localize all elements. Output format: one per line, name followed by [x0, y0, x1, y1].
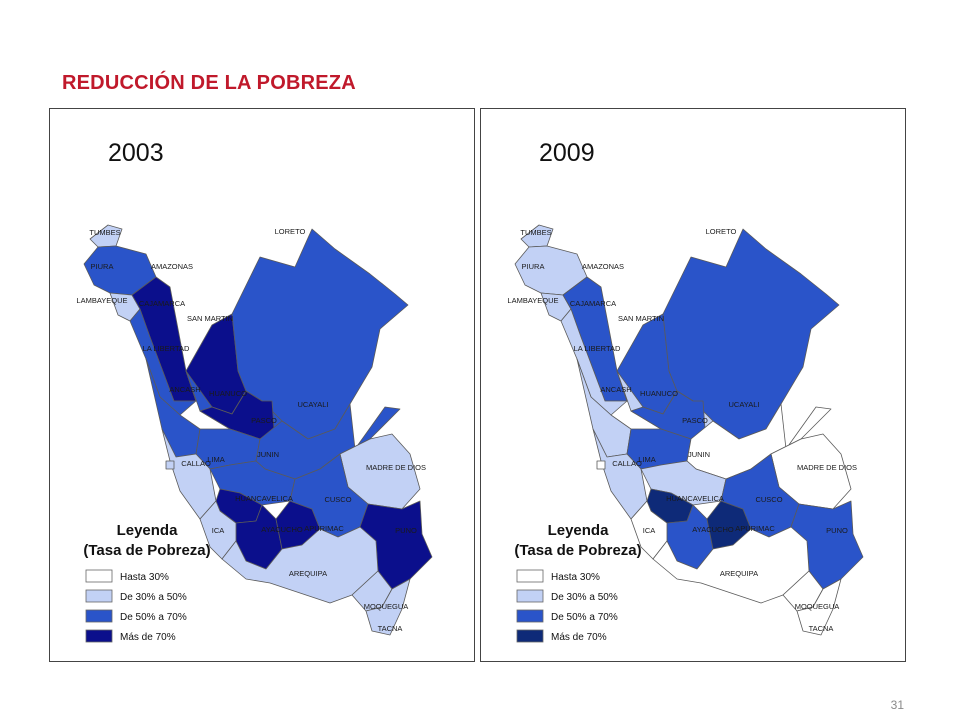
region-label-ica: ICA — [643, 526, 656, 535]
region-label-lambayeque: LAMBAYEQUE — [76, 296, 127, 305]
region-label-madre-de-dios: MADRE DE DIOS — [366, 463, 426, 472]
region-tumbes — [89, 224, 123, 248]
region-label-loreto: LORETO — [706, 227, 737, 236]
region-label-la-libertad: LA LIBERTAD — [574, 344, 621, 353]
legend: Leyenda (Tasa de Pobreza) Hasta 30% De 30% … — [83, 522, 210, 643]
region-label-madre-de-dios: MADRE DE DIOS — [797, 463, 857, 472]
region-ica — [199, 500, 237, 560]
region-label-puno: PUNO — [826, 526, 848, 535]
region-label-ucayali: UCAYALI — [298, 400, 329, 409]
region-label-tumbes: TUMBES — [520, 228, 551, 237]
region-label-arequipa: AREQUIPA — [720, 569, 758, 578]
region-label-huancavelica: HUANCAVELICA — [666, 494, 724, 503]
region-label-pasco: PASCO — [251, 416, 277, 425]
region-tacna — [365, 578, 411, 636]
legend-label-c4: Más de 70% — [551, 632, 607, 643]
region-label-cusco: CUSCO — [324, 495, 351, 504]
region-label-lima: LIMA — [638, 455, 656, 464]
region-ica — [630, 500, 668, 560]
legend-subtitle: (Tasa de Pobreza) — [83, 542, 210, 559]
region-label-lima: LIMA — [207, 455, 225, 464]
region-label-apurimac: APURIMAC — [735, 524, 775, 533]
legend-label-c2: De 30% a 50% — [551, 592, 618, 603]
legend-swatch-c3 — [85, 609, 113, 623]
legend-swatch-c1 — [516, 569, 544, 583]
legend-label-c3: De 50% a 70% — [551, 612, 618, 623]
peru-poverty-map-2003: 2003 TUMBES PIURA LAMBAYEQUE CAJAMARCA AMAZON… — [76, 139, 433, 643]
legend-swatch-c4 — [516, 629, 544, 643]
region-label-amazonas: AMAZONAS — [582, 262, 624, 271]
legend-subtitle: (Tasa de Pobreza) — [514, 542, 641, 559]
region-group — [83, 224, 433, 636]
map-panel-2009: 2009 TUMBES PIURA LAMBAYEQUE CAJAMARCA AMAZON… — [480, 108, 906, 662]
region-label-pasco: PASCO — [682, 416, 708, 425]
region-label-cajamarca: CAJAMARCA — [139, 299, 185, 308]
region-callao — [596, 460, 606, 470]
region-label-loreto: LORETO — [275, 227, 306, 236]
legend-title: Leyenda — [117, 522, 179, 539]
page-number: 31 — [890, 698, 904, 712]
legend-swatch-c2 — [516, 589, 544, 603]
region-label-arequipa: AREQUIPA — [289, 569, 327, 578]
region-label-tumbes: TUMBES — [89, 228, 120, 237]
region-label-callao: CALLAO — [612, 459, 642, 468]
region-label-ayacucho: AYACUCHO — [692, 525, 734, 534]
legend: Leyenda (Tasa de Pobreza) Hasta 30% De 30% … — [514, 522, 641, 643]
region-tumbes — [520, 224, 554, 248]
legend-label-c2: De 30% a 50% — [120, 592, 187, 603]
region-label-amazonas: AMAZONAS — [151, 262, 193, 271]
region-label-ayacucho: AYACUCHO — [261, 525, 303, 534]
region-group — [514, 224, 864, 636]
region-label-huanuco: HUANUCO — [209, 389, 247, 398]
legend-label-c1: Hasta 30% — [551, 572, 600, 583]
map-year-label: 2003 — [108, 139, 164, 167]
region-label-callao: CALLAO — [181, 459, 211, 468]
region-label-ucayali: UCAYALI — [729, 400, 760, 409]
legend-label-c1: Hasta 30% — [120, 572, 169, 583]
legend-swatch-c3 — [516, 609, 544, 623]
map-panel-2003: 2003 TUMBES PIURA LAMBAYEQUE CAJAMARCA AMAZON… — [49, 108, 475, 662]
region-label-tacna: TACNA — [809, 624, 834, 633]
region-label-san-martin: SAN MARTIN — [618, 314, 664, 323]
region-label-piura: PIURA — [522, 262, 545, 271]
region-label-la-libertad: LA LIBERTAD — [143, 344, 190, 353]
region-arequipa — [221, 526, 379, 604]
region-label-moquegua: MOQUEGUA — [795, 602, 840, 611]
legend-label-c4: Más de 70% — [120, 632, 176, 643]
region-label-huancavelica: HUANCAVELICA — [235, 494, 293, 503]
region-label-junin: JUNIN — [688, 450, 710, 459]
region-arequipa — [652, 526, 810, 604]
legend-title: Leyenda — [548, 522, 610, 539]
region-label-cajamarca: CAJAMARCA — [570, 299, 616, 308]
legend-swatch-c2 — [85, 589, 113, 603]
region-label-san-martin: SAN MARTIN — [187, 314, 233, 323]
legend-swatch-c1 — [85, 569, 113, 583]
slide-title: REDUCCIÓN DE LA POBREZA — [62, 72, 356, 94]
region-label-huanuco: HUANUCO — [640, 389, 678, 398]
legend-swatch-c4 — [85, 629, 113, 643]
region-label-puno: PUNO — [395, 526, 417, 535]
region-label-lambayeque: LAMBAYEQUE — [507, 296, 558, 305]
legend-label-c3: De 50% a 70% — [120, 612, 187, 623]
region-label-ancash: ANCASH — [600, 385, 631, 394]
region-label-piura: PIURA — [91, 262, 114, 271]
region-label-apurimac: APURIMAC — [304, 524, 344, 533]
map-year-label: 2009 — [539, 139, 595, 167]
region-label-tacna: TACNA — [378, 624, 403, 633]
peru-poverty-map-2009: 2009 TUMBES PIURA LAMBAYEQUE CAJAMARCA AMAZON… — [507, 139, 864, 643]
region-label-junin: JUNIN — [257, 450, 279, 459]
region-label-cusco: CUSCO — [755, 495, 782, 504]
region-label-ancash: ANCASH — [169, 385, 200, 394]
region-callao — [165, 460, 175, 470]
region-label-ica: ICA — [212, 526, 225, 535]
region-label-moquegua: MOQUEGUA — [364, 602, 409, 611]
region-tacna — [796, 578, 842, 636]
